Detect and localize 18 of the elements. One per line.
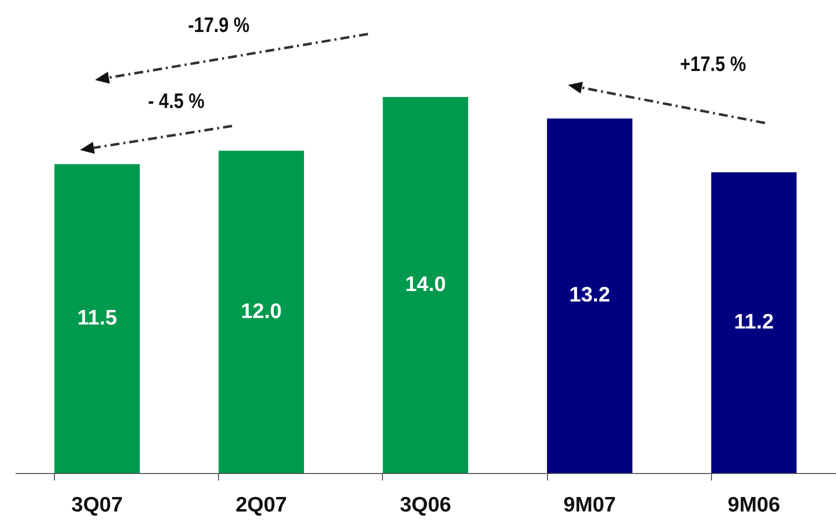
bar [54, 164, 140, 473]
data-label: 13.2 [569, 284, 610, 307]
bar [711, 172, 797, 473]
text: +17.5 % [680, 53, 746, 77]
x-tick-label: 2Q07 [236, 494, 287, 516]
text: -17.9 % [188, 14, 250, 38]
data-label: 14.0 [405, 273, 446, 296]
data-label: 11.2 [734, 310, 774, 334]
bar [382, 97, 468, 473]
x-tick-label: 9M07 [563, 494, 616, 516]
x-tick-label: 9M06 [728, 494, 780, 516]
data-label: 12.0 [240, 300, 282, 323]
data-label: 11.5 [77, 306, 118, 330]
annotation: - 4.5 % [148, 90, 205, 114]
bar [547, 118, 632, 473]
bar [218, 150, 304, 473]
x-tick-label: 3Q06 [400, 494, 452, 516]
x-tick-label: 3Q07 [71, 494, 123, 516]
